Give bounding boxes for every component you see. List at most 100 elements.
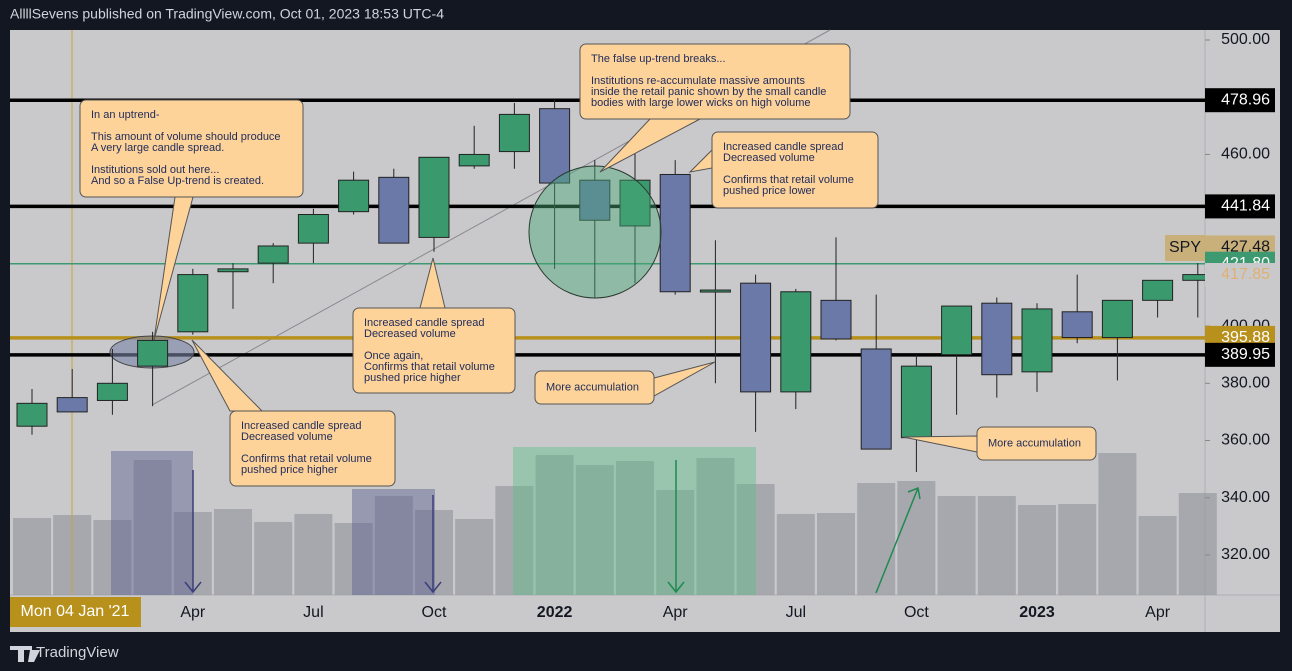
volume-bar	[254, 522, 293, 595]
candle-body	[498, 113, 530, 153]
level-tag: 478.96	[1221, 91, 1270, 108]
x-tick-label: Apr	[663, 604, 689, 621]
volume-bar	[495, 486, 534, 595]
x-tick-label: Jul	[786, 604, 806, 621]
volume-bar	[93, 520, 132, 595]
candle-body	[740, 282, 772, 393]
volume-bar	[1138, 516, 1177, 595]
volume-bar	[776, 514, 815, 595]
candle-body	[177, 274, 209, 333]
callout-text: Increased candle spread	[723, 141, 843, 153]
volume-bar	[857, 483, 896, 595]
candle-body	[96, 382, 128, 401]
callout-cover	[536, 372, 653, 403]
callout-cover	[581, 45, 849, 118]
candle-body	[458, 153, 490, 167]
callout-cover	[354, 309, 514, 392]
callout-text: In an uptrend-	[91, 109, 160, 121]
callout-text: Decreased volume	[241, 431, 333, 443]
level-tag: 441.84	[1221, 198, 1270, 215]
crosshair-label-bg	[10, 597, 141, 627]
volume-bar	[1098, 453, 1137, 595]
callout-text: inside the retail panic shown by the sma…	[591, 86, 826, 98]
candle-body	[338, 179, 370, 213]
callout-text: pushed price higher	[241, 464, 338, 476]
volume-bar	[696, 458, 735, 595]
y-tick-label: 380.00	[1221, 375, 1270, 392]
y-tick-label: 360.00	[1221, 432, 1270, 449]
level-tag: 395.88	[1221, 329, 1270, 346]
arrows	[184, 470, 442, 594]
volume-bar	[616, 461, 654, 595]
level-tag: 427.48	[1221, 239, 1270, 256]
candle-body	[257, 245, 289, 264]
callout-cover	[231, 412, 394, 485]
highlight	[352, 489, 435, 595]
x-tick-label: Apr	[1145, 604, 1171, 621]
candle-body	[418, 156, 450, 238]
level-tag-bg	[1205, 342, 1275, 367]
volume-bar	[656, 490, 695, 595]
volume-bar	[897, 481, 936, 595]
callout-cover	[713, 133, 877, 207]
volume-bar	[1018, 505, 1056, 595]
x-tick-label: 2023	[1019, 604, 1055, 621]
header: AllllSevens published on TradingView.com…	[10, 6, 444, 22]
candle-body	[981, 302, 1013, 376]
volume-bar	[1178, 493, 1217, 595]
y-tick-label: 460.00	[1221, 146, 1270, 163]
candle-body	[579, 179, 611, 221]
callout-text: And so a False Up-trend is created.	[91, 175, 264, 187]
volume-bar	[334, 523, 373, 595]
arrow	[184, 470, 202, 594]
crosshair-label: Mon 04 Jan '21	[21, 603, 130, 620]
candle-body	[297, 214, 329, 244]
volume-bar	[374, 496, 413, 595]
callout-text: More accumulation	[546, 381, 639, 393]
x-tick-label: Oct	[904, 604, 929, 621]
level-tag: 417.85	[1221, 266, 1270, 283]
candles-layer	[16, 100, 1214, 472]
highlight	[111, 451, 193, 595]
candle-body	[539, 108, 571, 184]
arrows	[667, 460, 921, 594]
axes-layer: 320.00340.00360.00380.00400.00420.00440.…	[180, 31, 1275, 621]
y-tick-label: 500.00	[1221, 31, 1270, 48]
candle-body	[780, 291, 812, 393]
volume-bar	[977, 496, 1016, 595]
candle-body	[860, 348, 892, 450]
volume-bar	[294, 514, 333, 595]
callout-text: bodies with large lower wicks on high vo…	[591, 97, 811, 109]
volume-bar	[1058, 504, 1097, 595]
callout-text: pushed price lower	[723, 185, 816, 197]
volume-bar	[13, 518, 51, 595]
callout-text: Confirms that retail volume	[723, 174, 854, 186]
candle-body	[378, 176, 410, 244]
candle-body	[820, 299, 852, 340]
arrow	[875, 486, 921, 594]
callout-text: Confirms that retail volume	[241, 453, 372, 465]
callout-text: Decreased volume	[364, 328, 456, 340]
symbol-bg	[1165, 235, 1205, 261]
callout-text: Once again,	[364, 350, 423, 362]
level-tag-bg	[1205, 263, 1275, 288]
callout-text: The false up-trend breaks...	[591, 53, 726, 65]
candle-body	[1101, 299, 1133, 339]
candle-body	[1061, 311, 1093, 339]
callout-cover	[978, 428, 1095, 459]
volume-bar	[817, 513, 855, 595]
volume-bar	[214, 509, 252, 595]
volume-bar	[937, 496, 976, 595]
candle-body	[1142, 279, 1174, 301]
y-tick-label: 320.00	[1221, 546, 1270, 563]
callout-text: This amount of volume should produce	[91, 131, 281, 143]
symbol-label: SPY	[1169, 239, 1201, 256]
x-tick-label: 2022	[537, 604, 573, 621]
volume-bar	[535, 455, 574, 595]
candle-body	[941, 305, 973, 356]
logo	[10, 646, 40, 662]
candle-body	[217, 268, 249, 273]
callout-text: Institutions sold out here...	[91, 164, 219, 176]
volume-bar	[736, 484, 775, 595]
